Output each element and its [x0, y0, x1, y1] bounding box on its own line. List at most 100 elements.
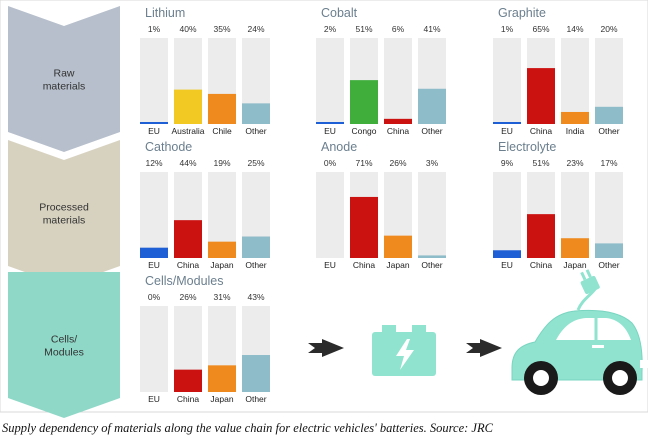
- stage-chevrons: RawmaterialsProcessedmaterialsCells/Modu…: [8, 6, 120, 418]
- bar-chart: Cells/Modules 0% EU 26% China 31% Japan 43% Othe…: [140, 274, 270, 404]
- bar: [527, 68, 555, 124]
- bar: [140, 247, 168, 258]
- data-label: 31%: [213, 292, 230, 302]
- data-label: 43%: [247, 292, 264, 302]
- arrow-right-icon: [308, 339, 344, 357]
- data-label: 26%: [179, 292, 196, 302]
- category-label: China: [530, 260, 552, 270]
- category-label: India: [566, 126, 585, 136]
- bar: [384, 235, 412, 258]
- bar: [418, 88, 446, 124]
- category-label: China: [530, 126, 552, 136]
- data-label: 65%: [532, 24, 549, 34]
- category-label: Japan: [210, 394, 233, 404]
- bar-background: [493, 38, 521, 124]
- data-label: 12%: [145, 158, 162, 168]
- category-label: Other: [598, 260, 619, 270]
- category-label: China: [353, 260, 375, 270]
- bar-chart: Electrolyte 9% EU 51% China 23% Japan 17% Other: [493, 140, 623, 270]
- chart-title: Cathode: [145, 140, 192, 154]
- data-label: 44%: [179, 158, 196, 168]
- bar-chart: Anode 0% EU 71% China 26% Japan 3% Other: [316, 140, 446, 270]
- data-label: 23%: [566, 158, 583, 168]
- bar: [316, 122, 344, 124]
- electric-car-icon: [511, 269, 648, 395]
- stage-label: Raw: [53, 68, 74, 80]
- stage-label: Cells/: [51, 334, 77, 346]
- category-label: Other: [598, 126, 619, 136]
- bar-chart: Cobalt 2% EU 51% Congo 6% China 41% Other: [316, 6, 446, 136]
- category-label: Japan: [210, 260, 233, 270]
- category-label: Chile: [212, 126, 232, 136]
- bar-chart: Lithium 1% EU 40% Australia 35% Chile 24% Other: [140, 6, 270, 136]
- data-label: 6%: [392, 24, 405, 34]
- data-label: 20%: [600, 24, 617, 34]
- bar: [350, 80, 378, 124]
- data-label: 51%: [532, 158, 549, 168]
- bar: [493, 250, 521, 258]
- bar: [242, 103, 270, 124]
- data-label: 24%: [247, 24, 264, 34]
- figure-caption: Supply dependency of materials along the…: [2, 421, 493, 435]
- data-label: 9%: [501, 158, 514, 168]
- data-label: 14%: [566, 24, 583, 34]
- data-label: 2%: [324, 24, 337, 34]
- category-label: EU: [501, 260, 513, 270]
- chart-title: Cells/Modules: [145, 274, 224, 288]
- bar: [242, 355, 270, 392]
- category-label: China: [177, 260, 199, 270]
- bar-background: [316, 38, 344, 124]
- bar-background: [418, 172, 446, 258]
- bar: [208, 241, 236, 258]
- category-label: EU: [148, 260, 160, 270]
- data-label: 0%: [148, 292, 161, 302]
- data-label: 17%: [600, 158, 617, 168]
- stage-label: materials: [43, 215, 86, 227]
- bar: [140, 122, 168, 124]
- bar: [561, 238, 589, 258]
- chart-title: Graphite: [498, 6, 546, 20]
- arrow-right-icon: [466, 339, 502, 357]
- bar: [595, 106, 623, 124]
- category-label: Australia: [171, 126, 204, 136]
- category-label: Congo: [351, 126, 376, 136]
- category-label: EU: [148, 126, 160, 136]
- data-label: 41%: [423, 24, 440, 34]
- bar: [418, 255, 446, 258]
- category-label: Japan: [563, 260, 586, 270]
- bar: [208, 93, 236, 124]
- data-label: 3%: [426, 158, 439, 168]
- bar-background: [384, 38, 412, 124]
- battery-icon: [372, 325, 436, 376]
- bar-chart: Cathode 12% EU 44% China 19% Japan 25% Other: [140, 140, 270, 270]
- data-label: 40%: [179, 24, 196, 34]
- data-label: 26%: [389, 158, 406, 168]
- bar: [174, 369, 202, 392]
- bar-background: [140, 38, 168, 124]
- bar: [384, 118, 412, 124]
- bar-chart: Graphite 1% EU 65% China 14% India 20% Other: [493, 6, 623, 136]
- bar: [527, 214, 555, 258]
- chart-title: Cobalt: [321, 6, 358, 20]
- data-label: 1%: [501, 24, 514, 34]
- bar-background: [316, 172, 344, 258]
- stage-label: materials: [43, 81, 86, 93]
- bar: [174, 220, 202, 258]
- stage-label: Modules: [44, 347, 84, 359]
- chart-title: Anode: [321, 140, 357, 154]
- chart-title: Lithium: [145, 6, 185, 20]
- bar-charts: Lithium1%EU40%Australia35%Chile24%OtherC…: [140, 6, 623, 404]
- data-label: 1%: [148, 24, 161, 34]
- category-label: Other: [245, 260, 266, 270]
- bar: [208, 365, 236, 392]
- category-label: Japan: [386, 260, 409, 270]
- bar: [595, 243, 623, 258]
- bar-background: [561, 38, 589, 124]
- stage-chevron: Cells/Modules: [8, 272, 120, 418]
- bar: [174, 89, 202, 124]
- category-label: EU: [501, 126, 513, 136]
- category-label: Other: [245, 394, 266, 404]
